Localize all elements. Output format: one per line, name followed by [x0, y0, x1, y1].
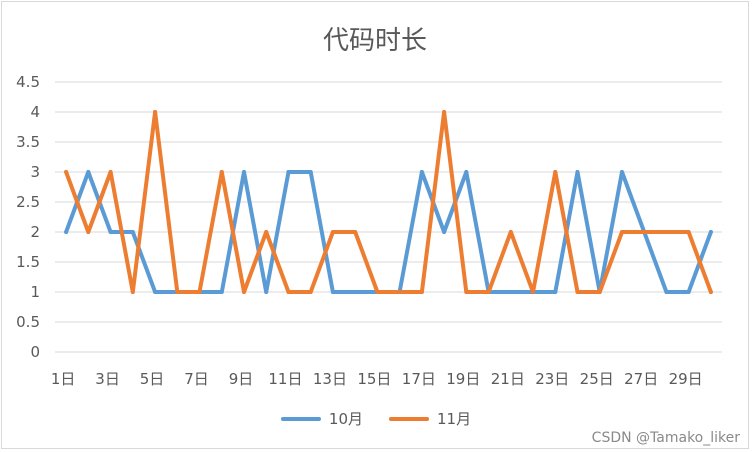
data-point: [419, 170, 424, 174]
data-point: [575, 170, 580, 174]
data-point: [353, 290, 358, 294]
x-tick-label: 3日: [95, 370, 120, 388]
data-point: [308, 170, 313, 174]
y-tick-label: 4.5: [16, 73, 40, 91]
data-point: [130, 230, 135, 234]
x-tick-label: 25日: [580, 370, 614, 388]
y-tick-label: 2.5: [16, 193, 40, 211]
data-point: [708, 230, 713, 234]
data-point: [86, 230, 91, 234]
x-tick-label: 11日: [268, 370, 302, 388]
x-tick-label: 17日: [402, 370, 436, 388]
data-point: [64, 170, 69, 174]
data-point: [597, 290, 602, 294]
data-point: [375, 290, 380, 294]
data-point: [86, 170, 91, 174]
x-tick-label: 7日: [184, 370, 209, 388]
data-point: [664, 290, 669, 294]
data-point: [508, 230, 513, 234]
data-point: [442, 110, 447, 114]
x-tick-label: 29日: [669, 370, 703, 388]
data-point: [264, 290, 269, 294]
data-point: [442, 230, 447, 234]
y-tick-label: 0: [30, 343, 40, 361]
x-tick-label: 27日: [624, 370, 658, 388]
data-point: [175, 290, 180, 294]
legend-swatch-10: [280, 416, 321, 421]
y-tick-label: 3.5: [16, 133, 40, 151]
x-tick-label: 5日: [140, 370, 165, 388]
data-point: [153, 110, 158, 114]
y-tick-label: 0.5: [16, 313, 40, 331]
data-point: [330, 230, 335, 234]
x-tick-label: 15日: [357, 370, 391, 388]
data-point: [686, 230, 691, 234]
data-point: [553, 290, 558, 294]
data-point: [419, 290, 424, 294]
data-point: [241, 170, 246, 174]
data-point: [553, 170, 558, 174]
y-tick-label: 3: [30, 163, 40, 181]
x-tick-label: 13日: [313, 370, 347, 388]
data-point: [264, 230, 269, 234]
chart-title: 代码时长: [322, 26, 427, 56]
data-point: [664, 230, 669, 234]
y-tick-label: 1.5: [16, 253, 40, 271]
x-tick-label: 21日: [491, 370, 525, 388]
x-tick-label: 19日: [446, 370, 480, 388]
data-point: [575, 290, 580, 294]
legend-label-11: 11月: [437, 410, 472, 428]
legend: 10月 11月: [0, 408, 752, 429]
data-point: [508, 290, 513, 294]
data-point: [241, 290, 246, 294]
data-point: [64, 230, 69, 234]
data-point: [486, 290, 491, 294]
data-point: [531, 290, 536, 294]
data-point: [464, 290, 469, 294]
data-point: [686, 290, 691, 294]
x-tick-label: 9日: [229, 370, 254, 388]
legend-swatch-11: [389, 416, 429, 421]
data-point: [708, 290, 713, 294]
data-point: [219, 290, 224, 294]
x-tick-label: 1日: [51, 370, 76, 388]
y-tick-label: 4: [30, 103, 40, 121]
data-point: [642, 230, 647, 234]
data-point: [619, 230, 624, 234]
legend-label-10: 10月: [328, 410, 363, 428]
data-point: [130, 290, 135, 294]
data-point: [330, 290, 335, 294]
data-point: [108, 170, 113, 174]
data-point: [619, 170, 624, 174]
y-tick-label: 1: [30, 283, 40, 301]
data-point: [353, 230, 358, 234]
series-line-11: [64, 110, 713, 294]
data-point: [219, 170, 224, 174]
data-point: [286, 290, 291, 294]
data-point: [108, 230, 113, 234]
data-point: [397, 290, 402, 294]
data-point: [197, 290, 202, 294]
data-point: [286, 170, 291, 174]
y-tick-label: 2: [30, 223, 40, 241]
legend-item-11: 11月: [389, 408, 471, 429]
legend-item-10: 10月: [280, 408, 363, 429]
watermark: CSDN @Tamako_liker: [591, 430, 740, 446]
data-point: [464, 170, 469, 174]
x-tick-label: 23日: [535, 370, 569, 388]
data-point: [308, 290, 313, 294]
data-point: [153, 290, 158, 294]
